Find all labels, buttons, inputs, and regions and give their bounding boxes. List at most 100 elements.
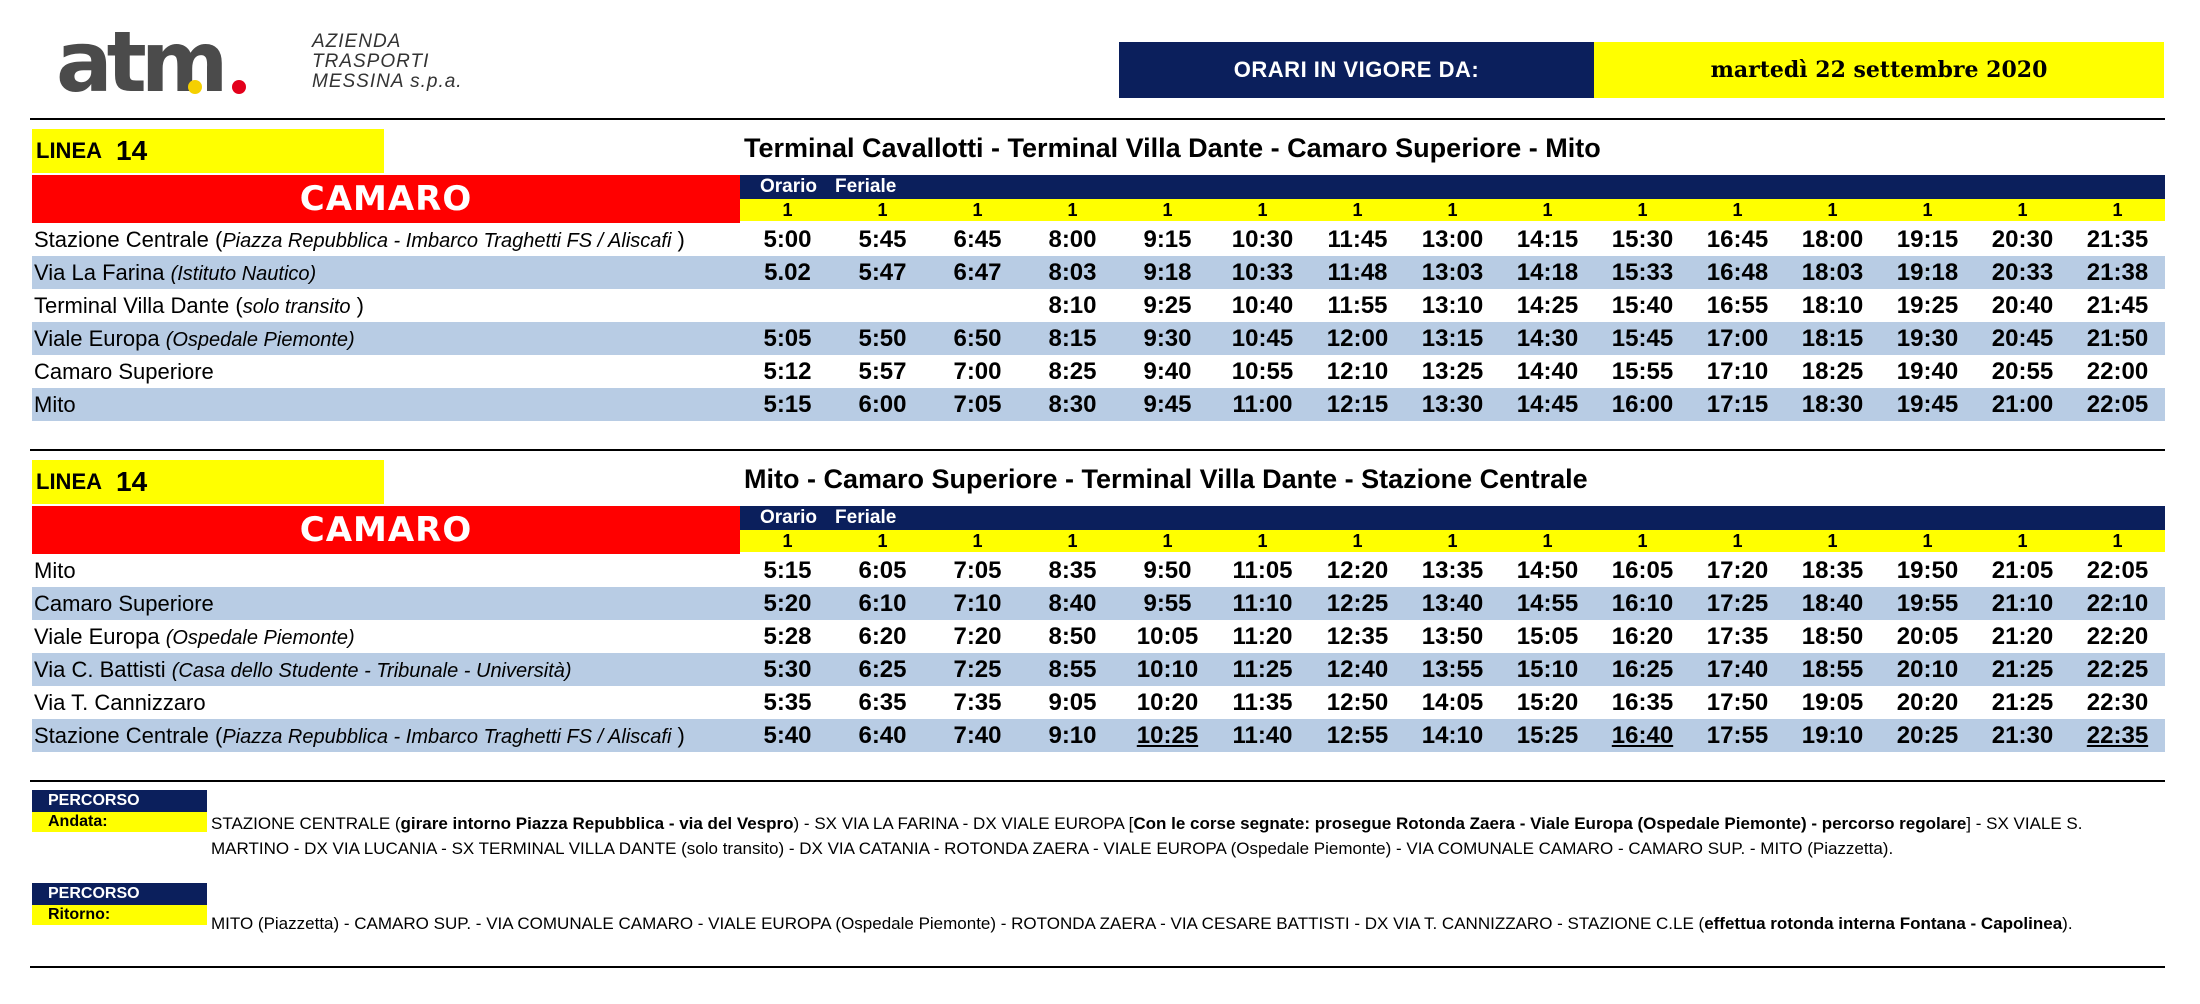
departure-time: 10:20 (1136, 688, 1199, 716)
departure-time: 12:25 (1326, 589, 1389, 617)
line-name-banner: CAMARO (32, 506, 740, 554)
departure-time: 14:45 (1516, 390, 1579, 418)
departure-time: 20:55 (1991, 357, 2054, 385)
percorso-andata-text: STAZIONE CENTRALE (girare intorno Piazza… (211, 811, 2156, 861)
line-number: 14 (116, 135, 148, 166)
departure-time (930, 292, 1025, 320)
route-description-part: STAZIONE CENTRALE ( (211, 814, 401, 833)
stop-name-cell: Via C. Battisti (Casa dello Studente - T… (32, 657, 740, 683)
departure-time: 13:00 (1421, 225, 1484, 253)
route-description-part: ] - SX VIALE S. MARTINO - DX VIA LUCANIA… (211, 814, 2083, 858)
route-description-part: effettua rotonda interna Fontana - Capol… (1704, 914, 2063, 933)
departure-time: 13:03 (1421, 258, 1484, 286)
departure-time: 7:10 (953, 589, 1002, 617)
run-number-row: 1 1 1 1 1 1 1 1 1 1 1 1 1 1 1 (740, 530, 2165, 552)
departure-time: 8:03 (1048, 258, 1097, 286)
run-number: 1 (1162, 200, 1173, 220)
departure-time: 15:55 (1611, 357, 1674, 385)
route-description-part: ) - SX VIA LA FARINA - DX VIALE EUROPA [ (793, 814, 1134, 833)
percorso-andata: PERCORSO Andata: STAZIONE CENTRALE (gira… (30, 790, 2165, 870)
departure-time: 20:45 (1991, 324, 2054, 352)
departure-time: 15:20 (1516, 688, 1579, 716)
stop-name-cell: Stazione Centrale (Piazza Repubblica - I… (32, 723, 740, 749)
departure-time: 11:05 (1232, 556, 1293, 584)
departure-time: 5:47 (858, 258, 907, 286)
departure-time: 14:40 (1516, 357, 1579, 385)
stop-row: Mito 5:15 6:05 7:05 8:35 9:50 11:05 12:20 13:35 1… (32, 554, 2165, 587)
departure-time: 18:03 (1801, 258, 1864, 286)
departure-time: 13:40 (1421, 589, 1484, 617)
departure-time: 12:15 (1326, 390, 1389, 418)
departure-time: 17:10 (1706, 357, 1769, 385)
departure-time: 21:20 (1991, 622, 2054, 650)
departure-time: 9:45 (1143, 390, 1192, 418)
stop-row: Mito 5:15 6:00 7:05 8:30 9:45 11:00 12:15 13:30 1… (32, 388, 2165, 421)
stop-note: (Casa dello Studente - Tribunale - Unive… (171, 659, 572, 682)
departure-time: 20:05 (1896, 622, 1959, 650)
stop-name: Stazione Centrale ( (34, 722, 223, 748)
departure-times: 5:00 5:45 6:45 8:00 9:15 10:30 11:45 13:00 14:15… (740, 226, 2165, 254)
run-number: 1 (782, 200, 793, 220)
departure-time: 21:00 (1991, 390, 2054, 418)
atm-logo: atm AZIENDA TRASPORTI MESSINA s.p.a. (56, 20, 496, 104)
stop-row: Via La Farina (Istituto Nautico) 5.02 5:47… (32, 256, 2165, 289)
departure-time: 11:55 (1327, 291, 1388, 319)
departure-time: 13:35 (1421, 556, 1484, 584)
departure-time: 6:00 (858, 390, 907, 418)
departure-time: 5:00 (763, 225, 812, 253)
departure-time: 20:20 (1896, 688, 1959, 716)
run-number: 1 (1162, 531, 1173, 551)
departure-time: 8:55 (1048, 655, 1097, 683)
departure-time: 5:20 (763, 589, 812, 617)
departure-time: 17:55 (1706, 721, 1769, 749)
route-title: Terminal Cavallotti - Terminal Villa Dan… (744, 133, 1601, 163)
departure-time: 16:20 (1611, 622, 1674, 650)
departure-time: 13:15 (1421, 324, 1484, 352)
run-number: 1 (1067, 200, 1078, 220)
departure-time: 14:05 (1421, 688, 1484, 716)
schedule-type-header: Orario Feriale (740, 506, 2165, 530)
stop-name: Viale Europa (34, 623, 166, 649)
departure-time: 19:05 (1801, 688, 1864, 716)
stop-name-cell: Via T. Cannizzaro (32, 690, 740, 716)
run-number: 1 (1257, 531, 1268, 551)
departure-time: 6:25 (858, 655, 907, 683)
departure-time: 22:05 (2086, 390, 2149, 418)
departure-time: 21:25 (1991, 688, 2054, 716)
departure-time: 12:20 (1326, 556, 1389, 584)
stop-note: (Istituto Nautico) (170, 262, 317, 285)
run-number: 1 (1447, 200, 1458, 220)
route-description-part: MITO (Piazzetta) - CAMARO SUP. - VIA COM… (211, 914, 1705, 933)
run-number: 1 (1827, 200, 1838, 220)
run-number: 1 (972, 200, 983, 220)
departure-time: 7:40 (953, 721, 1002, 749)
departure-times: 5:15 6:00 7:05 8:30 9:45 11:00 12:15 13:30 14:45… (740, 391, 2165, 419)
departure-time: 16:25 (1611, 655, 1674, 683)
run-number: 1 (782, 531, 793, 551)
departure-time: 17:25 (1706, 589, 1769, 617)
departure-time: 18:00 (1801, 225, 1864, 253)
logo-red-dot (232, 80, 246, 94)
departure-time: 18:15 (1801, 324, 1864, 352)
company-name: AZIENDA TRASPORTI MESSINA s.p.a. (312, 31, 463, 92)
line-badge: LINEA 14 (32, 129, 384, 173)
departure-time: 15:40 (1611, 291, 1674, 319)
departure-time: 19:30 (1896, 324, 1959, 352)
run-number: 1 (1922, 531, 1933, 551)
departure-time: 13:25 (1421, 357, 1484, 385)
departure-times: 5:20 6:10 7:10 8:40 9:55 11:10 12:25 13:40 14:55… (740, 590, 2165, 618)
departure-time: 18:25 (1801, 357, 1864, 385)
stop-name: Via C. Battisti (34, 656, 172, 682)
departure-times: 5:28 6:20 7:20 8:50 10:05 11:20 12:35 13:50 15:0… (740, 623, 2165, 651)
departure-time: 9:50 (1143, 556, 1192, 584)
departure-times: 5:15 6:05 7:05 8:35 9:50 11:05 12:20 13:35 14:50… (740, 557, 2165, 585)
departure-time: 20:10 (1896, 655, 1959, 683)
stop-note-close: ) (671, 722, 685, 748)
departure-time: 9:05 (1048, 688, 1097, 716)
stop-note: Piazza Repubblica - Imbarco Traghetti FS… (222, 229, 672, 252)
orario-label: Orario (760, 507, 818, 528)
departure-time: 17:35 (1706, 622, 1769, 650)
departure-time: 16:05 (1611, 556, 1674, 584)
departure-time: 15:10 (1516, 655, 1579, 683)
run-number: 1 (1352, 531, 1363, 551)
